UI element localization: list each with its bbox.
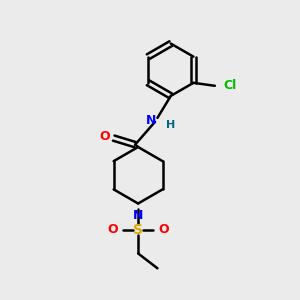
Text: O: O: [107, 223, 118, 236]
Text: H: H: [166, 120, 176, 130]
Text: N: N: [146, 114, 156, 127]
Text: N: N: [133, 209, 143, 222]
Text: Cl: Cl: [223, 79, 236, 92]
Text: O: O: [100, 130, 110, 143]
Text: O: O: [159, 223, 169, 236]
Text: S: S: [133, 223, 143, 237]
